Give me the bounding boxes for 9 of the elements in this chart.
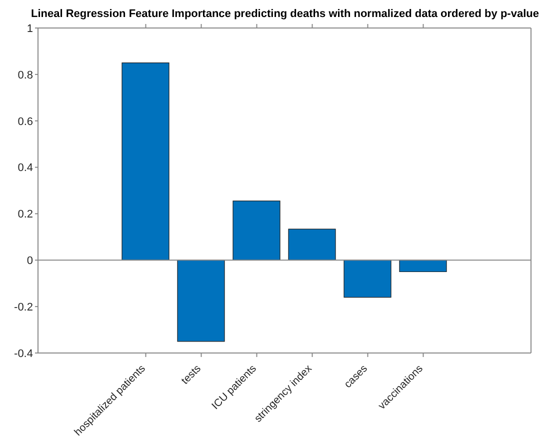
y-tick-label: 1 <box>26 22 33 35</box>
y-tick-label: -0.4 <box>14 348 33 360</box>
y-tick-label: -0.2 <box>14 301 33 314</box>
y-tick-label: 0 <box>26 255 33 268</box>
y-tick-label: 0.2 <box>18 208 33 221</box>
y-tick-label: 0.8 <box>18 69 33 82</box>
y-tick-label: 0.4 <box>18 162 33 174</box>
y-tick-label: 0.6 <box>18 116 33 128</box>
chart-title: Lineal Regression Feature Importance predicting deaths with normalized data ordered by p-value <box>30 8 540 20</box>
